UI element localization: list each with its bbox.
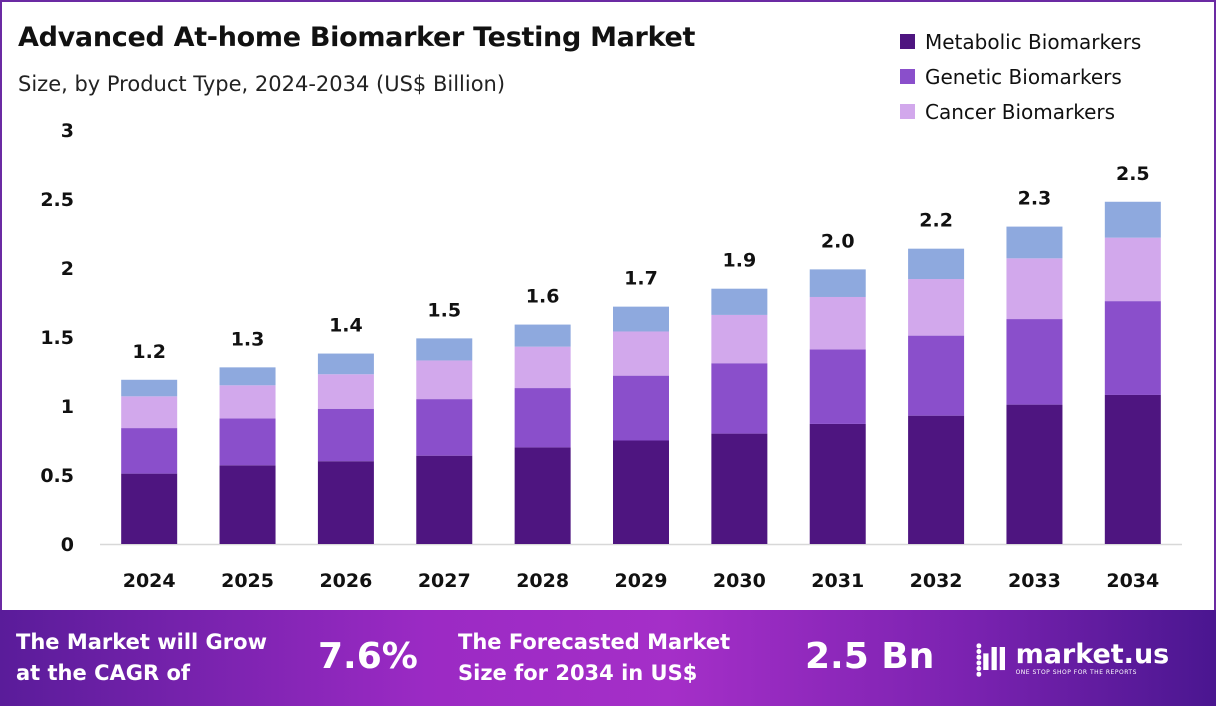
legend-item-metabolic: Metabolic Biomarkers (900, 24, 1141, 59)
legend-swatch (900, 69, 915, 84)
x-tick-label: 2034 (1106, 570, 1159, 592)
bar-segment-metabolic-biomarkers (1104, 394, 1161, 544)
bar-segment-series-4 (908, 248, 965, 280)
legend-swatch (900, 104, 915, 119)
bar-segment-genetic-biomarkers (121, 428, 178, 474)
legend-label: Cancer Biomarkers (925, 99, 1116, 124)
bar-segment-cancer-biomarkers (514, 346, 571, 389)
bar-segment-metabolic-biomarkers (613, 440, 669, 544)
bar-segment-cancer-biomarkers (711, 314, 768, 364)
legend: Metabolic Biomarkers Genetic Biomarkers … (900, 24, 1141, 129)
bar-total-label: 1.3 (231, 328, 265, 350)
x-tick-label: 2024 (123, 570, 176, 592)
bar-total-label: 1.4 (329, 315, 363, 337)
bar-segment-series-4 (1104, 201, 1161, 238)
bar-segment-metabolic-biomarkers (121, 473, 178, 544)
bar-segment-metabolic-biomarkers (219, 465, 276, 544)
forecast-value: 2.5 Bn (805, 636, 935, 677)
bar-total-label: 2.3 (1018, 188, 1052, 210)
bar-total-label: 1.2 (132, 341, 166, 363)
bar-segment-series-4 (809, 269, 866, 297)
x-tick-label: 2025 (221, 570, 274, 592)
y-tick-label: 2 (61, 258, 74, 280)
cagr-value: 7.6% (318, 636, 418, 677)
cagr-label-line1: The Market will Grow (16, 630, 267, 654)
bar-segment-cancer-biomarkers (908, 279, 965, 336)
cagr-label: The Market will Grow at the CAGR of (16, 627, 267, 689)
bar-total-label: 1.7 (624, 268, 658, 290)
y-tick-label: 0 (61, 534, 74, 556)
y-tick-label: 1 (61, 396, 74, 418)
x-tick-label: 2028 (516, 570, 569, 592)
bar-segment-genetic-biomarkers (1006, 319, 1063, 405)
bar-segment-cancer-biomarkers (1104, 237, 1161, 302)
bar-segment-cancer-biomarkers (1006, 258, 1063, 320)
bar-segment-genetic-biomarkers (317, 408, 374, 462)
bar-segment-series-4 (1006, 226, 1063, 259)
bar-segment-metabolic-biomarkers (1006, 404, 1063, 544)
x-tick-label: 2029 (615, 570, 668, 592)
y-tick-label: 3 (61, 120, 74, 142)
legend-label: Metabolic Biomarkers (925, 29, 1142, 54)
forecast-label-line1: The Forecasted Market (458, 630, 731, 654)
bar-segment-cancer-biomarkers (121, 396, 178, 429)
bar-segment-series-4 (219, 367, 276, 386)
bar-segment-cancer-biomarkers (317, 374, 374, 409)
legend-item-genetic: Genetic Biomarkers (900, 59, 1141, 94)
brand-name: market.us (1015, 639, 1170, 670)
x-tick-label: 2031 (811, 570, 864, 592)
bar-segment-genetic-biomarkers (219, 418, 276, 466)
footer-banner: The Market will Grow at the CAGR of 7.6%… (0, 610, 1216, 706)
bar-segment-series-4 (317, 353, 374, 375)
x-tick-label: 2032 (910, 570, 963, 592)
bar-segment-genetic-biomarkers (908, 335, 965, 416)
forecast-label-line2: Size for 2034 in US$ (458, 661, 698, 685)
bar-segment-cancer-biomarkers (809, 296, 866, 350)
bar-total-label: 1.5 (427, 299, 461, 321)
bar-segment-series-4 (416, 338, 473, 361)
forecast-label: The Forecasted Market Size for 2034 in U… (458, 627, 730, 689)
x-tick-label: 2033 (1008, 570, 1061, 592)
bar-segment-series-4 (514, 324, 571, 347)
x-tick-label: 2027 (418, 570, 471, 592)
bar-segment-series-4 (613, 306, 669, 332)
brand-logo: ⸽ıll market.us ONE STOP SHOP FOR THE REP… (975, 638, 1169, 679)
market-us-logo-icon: ⸽ıll (975, 643, 1008, 678)
y-tick-label: 2.5 (40, 189, 74, 211)
bar-segment-metabolic-biomarkers (317, 461, 374, 544)
bar-total-label: 2.2 (919, 210, 953, 232)
chart-title: Advanced At-home Biomarker Testing Marke… (18, 22, 696, 53)
bar-segment-metabolic-biomarkers (809, 423, 866, 544)
bar-segment-metabolic-biomarkers (711, 433, 768, 544)
bar-segment-metabolic-biomarkers (514, 447, 571, 544)
bar-segment-metabolic-biomarkers (416, 455, 473, 544)
chart-subtitle: Size, by Product Type, 2024-2034 (US$ Bi… (18, 72, 506, 96)
bar-segment-genetic-biomarkers (809, 349, 866, 424)
cagr-label-line2: at the CAGR of (16, 661, 191, 685)
x-tick-label: 2026 (319, 570, 372, 592)
bar-total-label: 2.5 (1116, 163, 1150, 185)
y-tick-label: 1.5 (40, 327, 74, 349)
bar-total-label: 2.0 (821, 230, 855, 252)
bar-segment-cancer-biomarkers (613, 331, 669, 376)
x-tick-label: 2030 (713, 570, 766, 592)
bar-segment-metabolic-biomarkers (908, 415, 965, 544)
bar-segment-genetic-biomarkers (613, 375, 669, 441)
bar-segment-series-4 (121, 379, 178, 397)
brand-tagline: ONE STOP SHOP FOR THE REPORTS (1015, 669, 1137, 676)
bar-segment-series-4 (711, 288, 768, 315)
bar-total-label: 1.9 (723, 250, 757, 272)
legend-swatch (900, 34, 915, 49)
bar-total-label: 1.6 (526, 286, 560, 308)
bar-segment-genetic-biomarkers (416, 399, 473, 456)
y-tick-label: 0.5 (40, 465, 74, 487)
bar-segment-genetic-biomarkers (1104, 301, 1161, 395)
legend-item-cancer: Cancer Biomarkers (900, 94, 1141, 129)
legend-label: Genetic Biomarkers (925, 64, 1122, 89)
bar-segment-genetic-biomarkers (514, 388, 571, 448)
bar-segment-cancer-biomarkers (219, 385, 276, 419)
bar-segment-genetic-biomarkers (711, 363, 768, 434)
stacked-bar-chart: 0 0.5 1 1.5 2 2.5 3 1.2 2024 1.3 2025 1.4 2026 1.5 202… (40, 120, 1182, 592)
bar-segment-cancer-biomarkers (416, 360, 473, 400)
